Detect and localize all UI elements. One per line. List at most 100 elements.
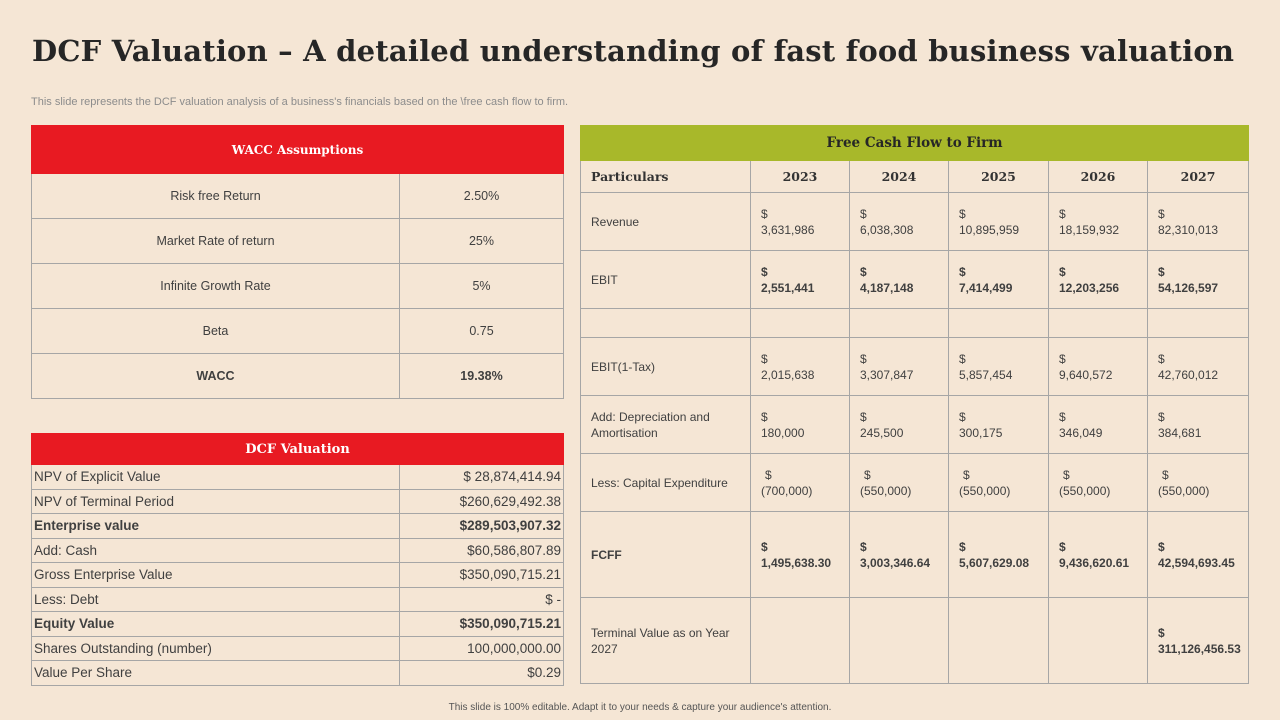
cell-value: $346,049 — [1048, 395, 1148, 454]
table-row: Shares Outstanding (number) 100,000,000.… — [31, 635, 565, 661]
dcf-label: Add: Cash — [31, 537, 400, 563]
page-subtitle: This slide represents the DCF valuation … — [31, 96, 569, 108]
cell-value: $3,307,847 — [849, 337, 949, 396]
cell-value: $18,159,932 — [1048, 192, 1148, 251]
footer-note: This slide is 100% editable. Adapt it to… — [448, 702, 832, 713]
currency-symbol: $ — [1059, 351, 1066, 366]
table-row: WACC 19.38% — [31, 353, 564, 399]
table-row: EBIT $2,551,441 $4,187,148 $7,414,499 $1… — [580, 250, 1250, 309]
fcff-header: Free Cash Flow to Firm — [579, 125, 1250, 161]
dcf-value: $260,629,492.38 — [398, 488, 565, 514]
wacc-header: WACC Assumptions — [31, 125, 564, 174]
wacc-label: Infinite Growth Rate — [31, 263, 400, 309]
cell-value: $180,000 — [750, 395, 850, 454]
currency-symbol: $ — [864, 467, 871, 482]
wacc-value: 25% — [399, 218, 564, 264]
particulars-header: Particulars — [580, 160, 751, 193]
currency-symbol: $ — [1158, 409, 1165, 424]
cell-value: $9,640,572 — [1048, 337, 1148, 396]
dcf-label: Gross Enterprise Value — [31, 562, 400, 588]
currency-symbol: $ — [761, 409, 768, 424]
cell-value: $82,310,013 — [1146, 192, 1250, 251]
dcf-value: $ - — [398, 586, 565, 612]
currency-symbol: $ — [959, 351, 966, 366]
dcf-label: Shares Outstanding (number) — [31, 635, 400, 661]
currency-symbol: $ — [959, 206, 966, 221]
currency-symbol: $ — [959, 539, 966, 554]
cell-value: $4,187,148 — [849, 250, 949, 309]
table-row: Market Rate of return 25% — [31, 218, 564, 264]
year-header: 2027 — [1146, 160, 1250, 193]
cell-value: $10,895,959 — [948, 192, 1049, 251]
year-header: 2026 — [1048, 160, 1148, 193]
year-header: 2024 — [849, 160, 949, 193]
cell-value: $245,500 — [849, 395, 949, 454]
table-row: NPV of Terminal Period $260,629,492.38 — [31, 488, 565, 514]
cell-value: $ (550,000) — [1146, 453, 1250, 512]
currency-symbol: $ — [1059, 206, 1066, 221]
currency-symbol: $ — [959, 264, 966, 279]
currency-symbol: $ — [1158, 264, 1165, 279]
wacc-label: Beta — [31, 308, 400, 354]
row-label: Less: Capital Expenditure — [580, 453, 751, 512]
currency-symbol: $ — [1059, 264, 1066, 279]
cell-value: $6,038,308 — [849, 192, 949, 251]
dcf-valuation-table: DCF Valuation NPV of Explicit Value $ 28… — [30, 433, 565, 686]
table-row: Less: Debt $ - — [31, 586, 565, 612]
cell-value: $3,003,346.64 — [849, 511, 949, 598]
table-row: Revenue $3,631,986 $6,038,308 $10,895,95… — [580, 192, 1250, 251]
currency-symbol: $ — [1059, 539, 1066, 554]
cell-value: $ (700,000) — [750, 453, 850, 512]
dcf-value: $60,586,807.89 — [398, 537, 565, 563]
wacc-value: 2.50% — [399, 173, 564, 219]
cell-value: $42,594,693.45 — [1146, 511, 1250, 598]
cell-value: $300,175 — [948, 395, 1049, 454]
wacc-label: Risk free Return — [31, 173, 400, 219]
currency-symbol: $ — [1063, 467, 1070, 482]
dcf-label: Value Per Share — [31, 660, 400, 686]
table-row: Less: Capital Expenditure $ (700,000) $ (5… — [580, 453, 1250, 512]
currency-symbol: $ — [1059, 409, 1066, 424]
currency-symbol: $ — [1162, 467, 1169, 482]
cell-value: $ (550,000) — [849, 453, 949, 512]
table-row: Beta 0.75 — [31, 308, 564, 354]
table-row: Add: Cash $60,586,807.89 — [31, 537, 565, 563]
row-label: Terminal Value as on Year 2027 — [580, 597, 751, 684]
currency-symbol: $ — [860, 539, 867, 554]
dcf-label: NPV of Terminal Period — [31, 488, 400, 514]
cell-value: $3,631,986 — [750, 192, 850, 251]
cell-value: $9,436,620.61 — [1048, 511, 1148, 598]
dcf-value: $0.29 — [398, 660, 565, 686]
dcf-value: $350,090,715.21 — [398, 562, 565, 588]
table-row: EBIT(1-Tax) $2,015,638 $3,307,847 $5,857… — [580, 337, 1250, 396]
currency-symbol: $ — [860, 409, 867, 424]
currency-symbol: $ — [761, 539, 768, 554]
page-title: DCF Valuation – A detailed understanding… — [32, 34, 1235, 68]
dcf-value: 100,000,000.00 — [398, 635, 565, 661]
table-row: Equity Value $350,090,715.21 — [31, 611, 565, 637]
currency-symbol: $ — [860, 206, 867, 221]
dcf-label: Equity Value — [31, 611, 400, 637]
cell-value: $311,126,456.53 — [1146, 597, 1250, 684]
dcf-label: Enterprise value — [31, 513, 400, 539]
row-label: FCFF — [580, 511, 751, 598]
table-row: Value Per Share $0.29 — [31, 660, 565, 686]
currency-symbol: $ — [761, 351, 768, 366]
dcf-value: $350,090,715.21 — [398, 611, 565, 637]
dcf-label: Less: Debt — [31, 586, 400, 612]
currency-symbol: $ — [1158, 625, 1165, 640]
fcff-table: Free Cash Flow to Firm Particulars 2023 … — [579, 125, 1250, 684]
currency-symbol: $ — [1158, 351, 1165, 366]
cell-value: $7,414,499 — [948, 250, 1049, 309]
table-row: Gross Enterprise Value $350,090,715.21 — [31, 562, 565, 588]
table-row: Enterprise value $289,503,907.32 — [31, 513, 565, 539]
currency-symbol: $ — [860, 264, 867, 279]
cell-value: $12,203,256 — [1048, 250, 1148, 309]
row-label: EBIT — [580, 250, 751, 309]
cell-value: $384,681 — [1146, 395, 1250, 454]
cell-value: $5,857,454 — [948, 337, 1049, 396]
currency-symbol: $ — [761, 264, 768, 279]
wacc-assumptions-table: WACC Assumptions Risk free Return 2.50% … — [31, 125, 564, 399]
cell-value: $ (550,000) — [948, 453, 1049, 512]
wacc-label: WACC — [31, 353, 400, 399]
